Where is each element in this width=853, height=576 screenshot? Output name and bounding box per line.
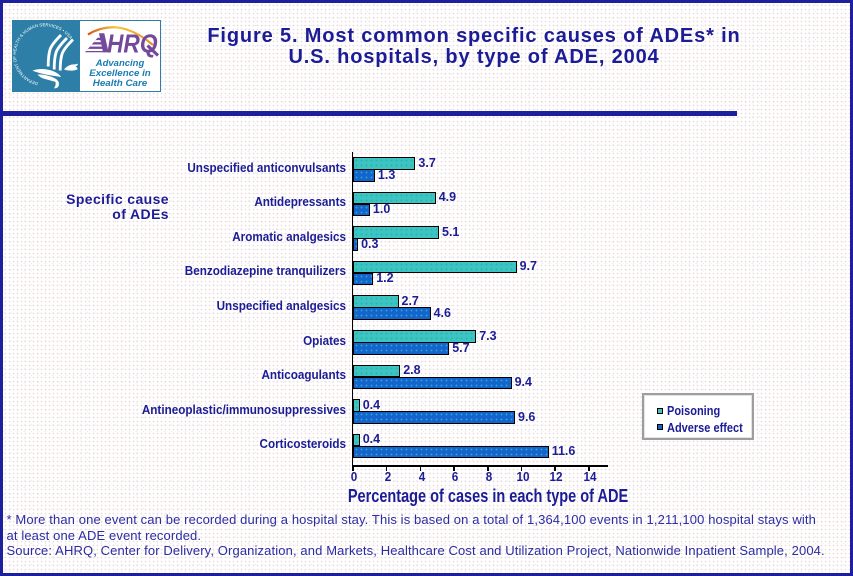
svg-text:Health Care: Health Care <box>93 77 148 88</box>
svg-text:HRQ: HRQ <box>107 28 158 58</box>
svg-text:Advancing: Advancing <box>95 57 145 68</box>
svg-text:Excellence in: Excellence in <box>89 67 151 78</box>
